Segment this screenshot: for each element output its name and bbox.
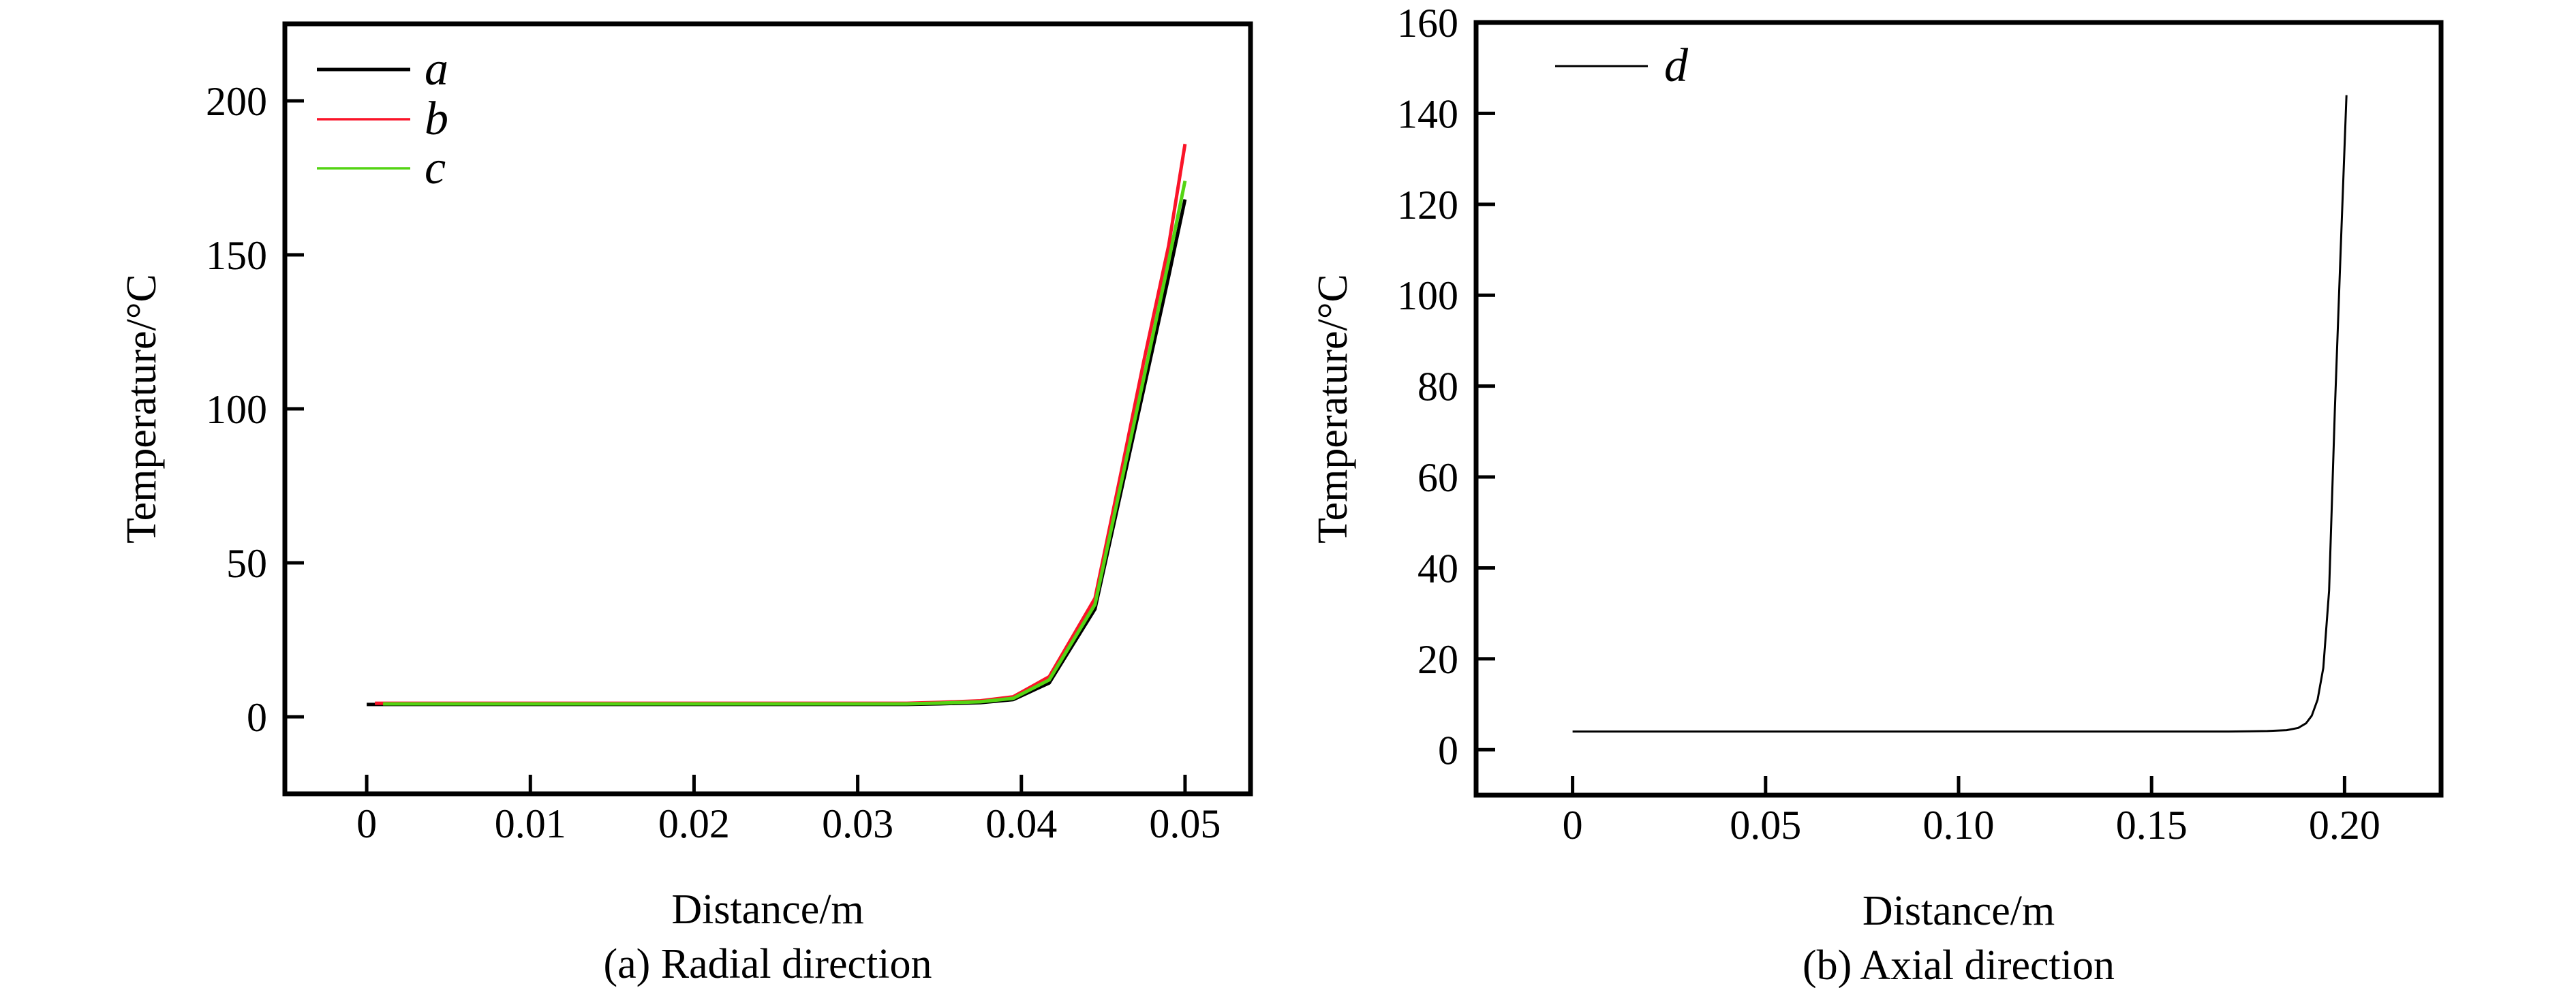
chart-b-caption: (b) Axial direction (1803, 942, 2115, 988)
chart-a-y-tick-label: 0 (247, 695, 267, 740)
chart-a-x-tick-label: 0.05 (1149, 801, 1221, 846)
chart-b-y-tick-label: 0 (1438, 728, 1458, 773)
chart-a-legend-b-label: b (425, 93, 448, 145)
chart-b-x-tick-label: 0.15 (2116, 803, 2188, 848)
chart-b-y-tick-label: 20 (1417, 637, 1458, 682)
chart-b-x-tick-label: 0.20 (2309, 803, 2380, 848)
chart-a-x-tick-label: 0.04 (985, 801, 1057, 846)
chart-b-y-tick-label: 60 (1417, 455, 1458, 500)
chart-a-y-tick-label: 150 (206, 233, 267, 278)
chart-a-x-tick-label: 0.03 (822, 801, 893, 846)
chart-a-x-tick-label: 0 (356, 801, 377, 846)
chart-a-legend-c-label: c (425, 142, 446, 194)
chart-b-y-tick-label: 160 (1397, 1, 1458, 46)
chart-b-y-tick-label: 140 (1397, 91, 1458, 136)
chart-b-series-d-line (1572, 95, 2348, 733)
chart-a-series-c-line (383, 180, 1187, 706)
chart-b-x-axis-label: Distance/m (1862, 888, 2055, 934)
chart-a-y-tick-label: 200 (206, 79, 267, 124)
chart-b-y-tick-label: 120 (1397, 183, 1458, 228)
chart-b-x-tick-label: 0 (1563, 803, 1583, 848)
chart-a-x-tick-label: 0.01 (495, 801, 566, 846)
chart-b-y-tick-label: 100 (1397, 273, 1458, 318)
chart-a-y-tick-label: 100 (206, 387, 267, 432)
chart-b-x-tick-label: 0.10 (1923, 803, 1995, 848)
chart-a-series-a-line (367, 199, 1187, 707)
chart-a-caption: (a) Radial direction (603, 941, 932, 987)
chart-b-legend-d-label: d (1664, 40, 1689, 92)
chart-b-x-tick-label: 0.05 (1730, 803, 1801, 848)
chart-a-legend-a-label: a (425, 43, 448, 95)
chart-b-y-tick-label: 80 (1417, 365, 1458, 410)
chart-a-series-b-line (375, 143, 1187, 705)
chart-a-x-axis-label: Distance/m (671, 886, 863, 933)
chart-b-y-axis-label: Temperature/°C (1310, 274, 1356, 544)
chart-b-y-tick-label: 40 (1417, 546, 1458, 591)
chart-a-y-axis-label: Temperature/°C (119, 274, 165, 544)
chart-a-x-tick-label: 0.02 (658, 801, 730, 846)
chart-b-frame (1473, 20, 2444, 798)
chart-a-y-tick-label: 50 (226, 541, 267, 586)
